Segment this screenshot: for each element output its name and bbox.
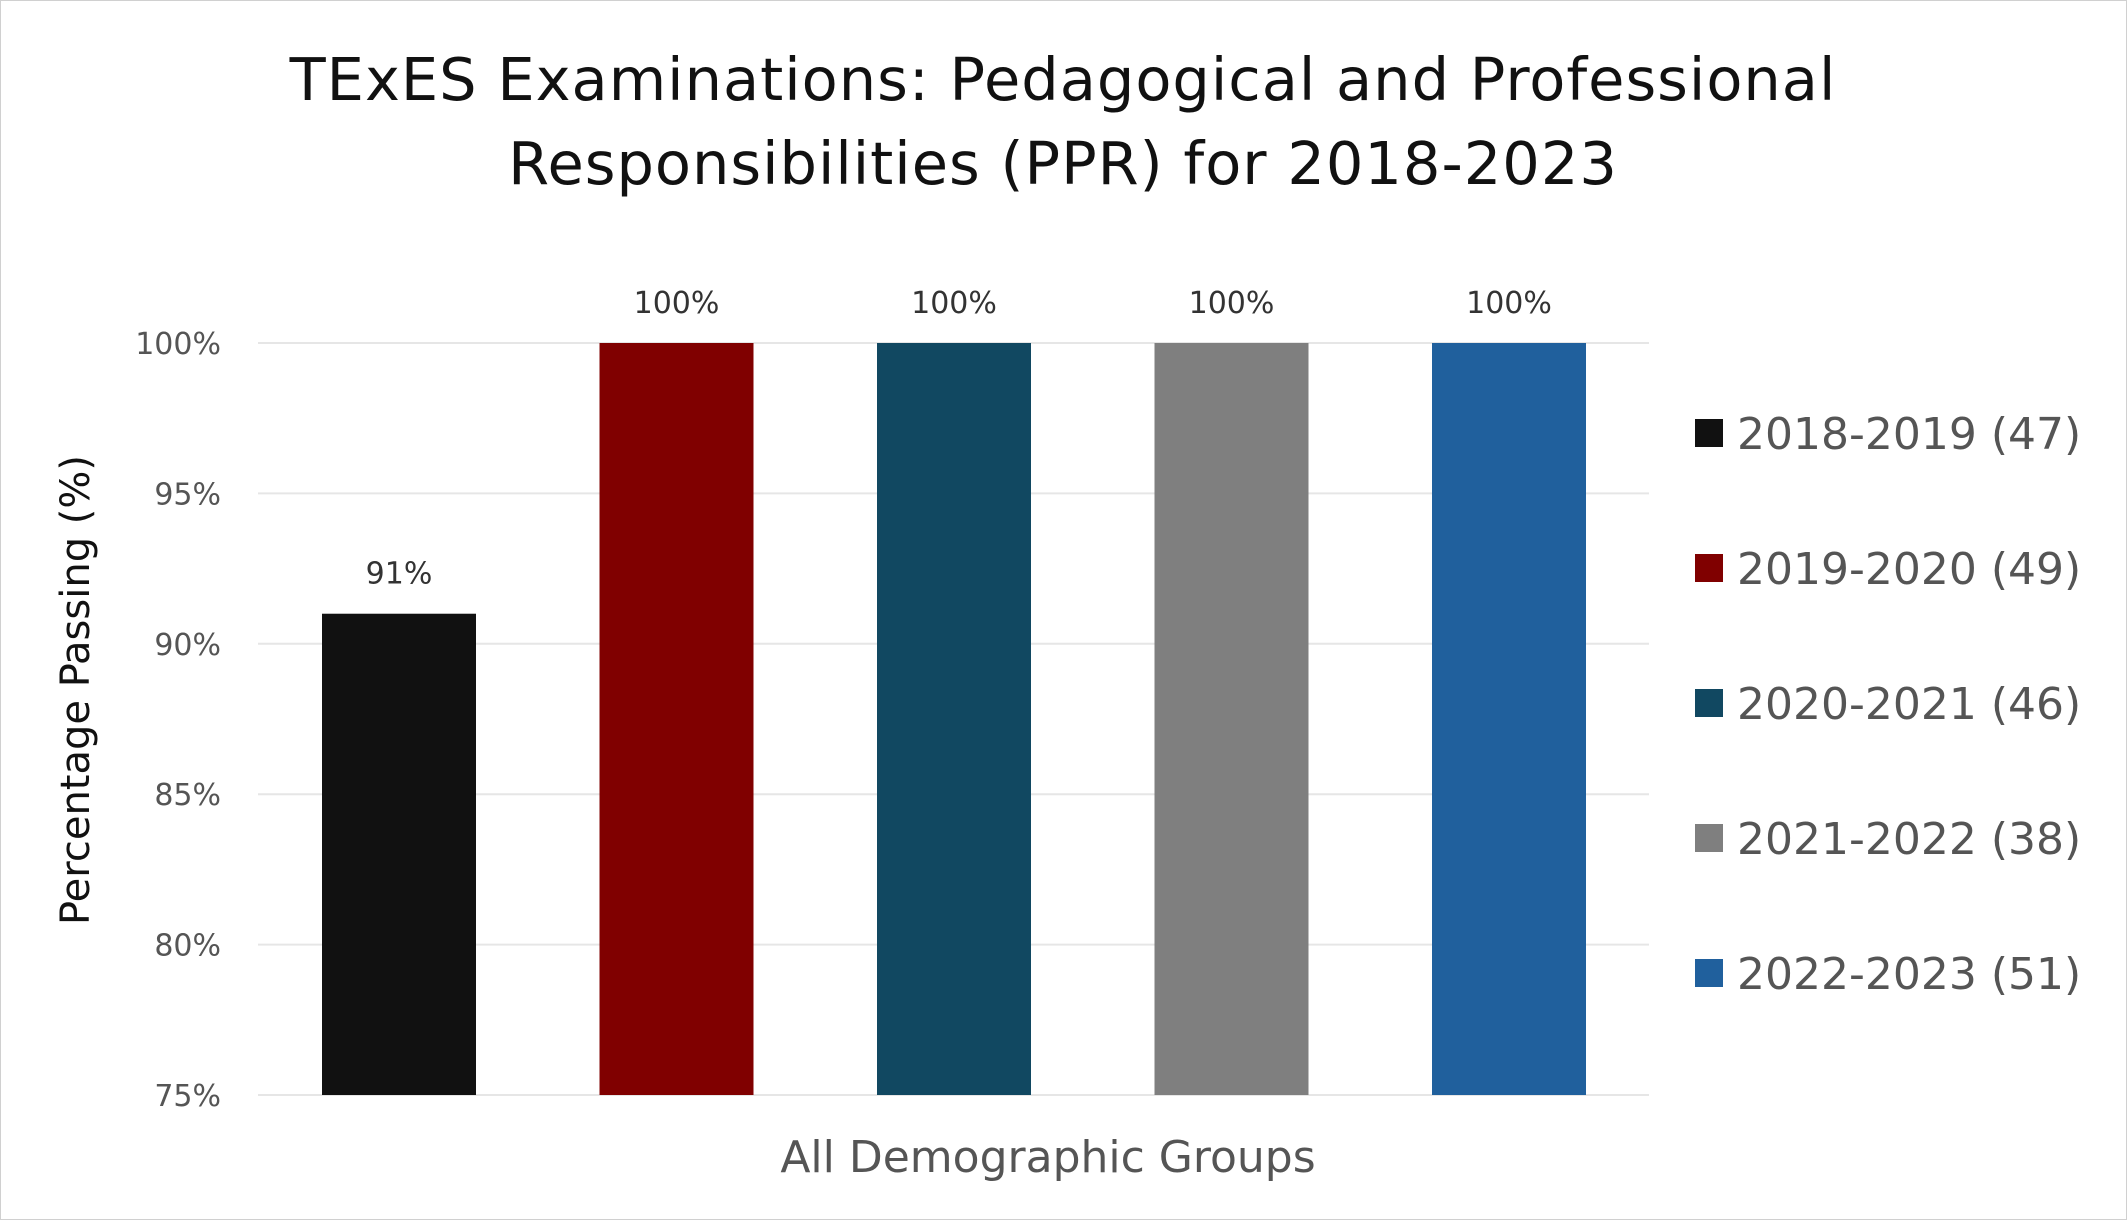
- y-tick-label: 85%: [154, 778, 221, 813]
- legend-entry: 2018-2019 (47): [1737, 409, 2081, 460]
- data-label: 100%: [1466, 286, 1552, 321]
- data-label: 91%: [366, 557, 433, 592]
- data-labels: 91% 100% 100% 100% 100%: [366, 286, 1552, 592]
- bar-2019-2020: [599, 343, 754, 1095]
- y-tick-label: 95%: [154, 477, 221, 512]
- legend-swatch: [1695, 554, 1723, 582]
- y-tick-label: 80%: [154, 929, 221, 964]
- legend-swatch: [1695, 419, 1723, 447]
- legend-swatch: [1695, 689, 1723, 717]
- data-label: 100%: [911, 286, 997, 321]
- chart-title: TExES Examinations: Pedagogical and Prof…: [289, 45, 1837, 198]
- legend-entry: 2021-2022 (38): [1737, 814, 2081, 865]
- y-axis-title: Percentage Passing (%): [53, 455, 99, 925]
- x-axis-title: All Demographic Groups: [780, 1132, 1315, 1183]
- chart-title-line-2: Responsibilities (PPR) for 2018-2023: [508, 129, 1618, 198]
- legend-entry: 2020-2021 (46): [1737, 679, 2081, 730]
- y-tick-label: 100%: [135, 327, 221, 362]
- legend-entry: 2022-2023 (51): [1737, 949, 2081, 1000]
- bar-2018-2019: [322, 613, 476, 1095]
- data-label: 100%: [1189, 286, 1275, 321]
- bars: [322, 343, 1586, 1095]
- bar-2022-2023: [1432, 343, 1586, 1095]
- y-axis-ticks: 75% 80% 85% 90% 95% 100%: [135, 327, 221, 1114]
- chart-title-line-1: TExES Examinations: Pedagogical and Prof…: [289, 45, 1837, 114]
- legend-swatch: [1695, 959, 1723, 987]
- legend-entry: 2019-2020 (49): [1737, 544, 2081, 595]
- y-tick-label: 90%: [154, 628, 221, 663]
- legend: 2018-2019 (47) 2019-2020 (49) 2020-2021 (4…: [1695, 409, 2081, 1000]
- legend-swatch: [1695, 824, 1723, 852]
- data-label: 100%: [634, 286, 720, 321]
- bar-2021-2022: [1154, 343, 1309, 1095]
- y-tick-label: 75%: [154, 1079, 221, 1114]
- bar-2020-2021: [877, 343, 1031, 1095]
